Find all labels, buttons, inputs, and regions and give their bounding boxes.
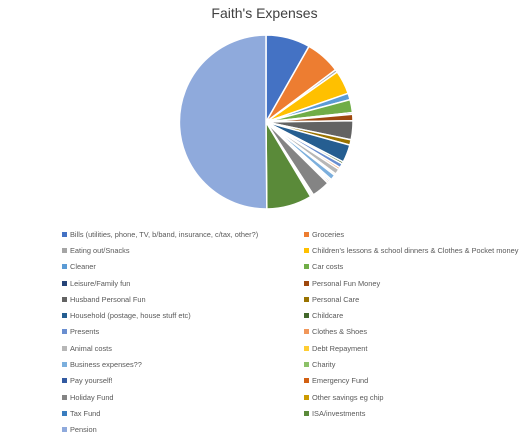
legend-label-7: Personal Fun Money [312,278,381,288]
legend-label-14: Animal costs [70,343,112,353]
legend-swatch-4 [62,264,67,270]
legend-item-24: Pension [62,422,304,438]
legend-item-18: Pay yourself! [62,373,304,389]
legend-swatch-20 [62,394,67,400]
legend-label-15: Debt Repayment [312,343,368,353]
legend-swatch-5 [304,264,309,270]
legend-swatch-24 [62,427,67,433]
legend-item-7: Personal Fun Money [304,275,528,291]
legend-label-2: Eating out/Snacks [70,245,130,255]
legend-item-19: Emergency Fund [304,373,528,389]
legend-swatch-6 [62,280,67,286]
legend-item-16: Business expenses?? [62,356,304,372]
legend-swatch-15 [304,345,309,351]
legend-label-0: Bills (utilities, phone, TV, b/band, ins… [70,229,259,239]
legend-swatch-13 [304,329,309,335]
legend-label-20: Holiday Fund [70,392,114,402]
legend-item-23: ISA/investments [304,405,528,421]
legend-item-22: Tax Fund [62,405,304,421]
legend-swatch-10 [62,313,67,319]
legend-item-0: Bills (utilities, phone, TV, b/band, ins… [62,226,304,242]
legend-label-1: Groceries [312,229,345,239]
legend-label-11: Childcare [312,311,344,321]
legend-item-17: Charity [304,356,528,372]
legend-item-14: Animal costs [62,340,304,356]
pie-chart [178,34,354,210]
legend-item-11: Childcare [304,307,528,323]
legend-item-5: Car costs [304,259,528,275]
legend-swatch-16 [62,362,67,368]
legend-swatch-17 [304,362,309,368]
legend-item-8: Husband Personal Fun [62,291,304,307]
legend-swatch-1 [304,231,309,237]
legend-swatch-11 [304,313,309,319]
legend-swatch-7 [304,280,309,286]
legend-item-15: Debt Repayment [304,340,528,356]
legend-swatch-9 [304,296,309,302]
legend-swatch-3 [304,247,309,253]
legend-label-9: Personal Care [312,294,360,304]
legend-label-22: Tax Fund [70,408,101,418]
legend-swatch-8 [62,296,67,302]
legend-item-9: Personal Care [304,291,528,307]
pie-slice-24 [178,34,268,210]
legend-label-24: Pension [70,425,97,435]
legend-item-13: Clothes & Shoes [304,324,528,340]
legend-item-6: Leisure/Family fun [62,275,304,291]
legend-swatch-19 [304,378,309,384]
legend-swatch-12 [62,329,67,335]
legend-item-12: Presents [62,324,304,340]
chart-title: Faith's Expenses [211,5,318,21]
legend-label-5: Car costs [312,262,344,272]
legend-item-1: Groceries [304,226,528,242]
legend-swatch-2 [62,247,67,253]
legend-swatch-22 [62,410,67,416]
legend-label-12: Presents [70,327,100,337]
legend-label-3: Children's lessons & school dinners & Cl… [312,245,519,255]
legend-label-17: Charity [312,360,336,370]
legend-swatch-23 [304,410,309,416]
legend-swatch-18 [62,378,67,384]
legend-label-13: Clothes & Shoes [312,327,368,337]
legend-item-2: Eating out/Snacks [62,242,304,258]
legend-label-18: Pay yourself! [70,376,113,386]
chart-legend: Bills (utilities, phone, TV, b/band, ins… [62,226,528,438]
legend-item-3: Children's lessons & school dinners & Cl… [304,242,528,258]
legend-label-23: ISA/investments [312,408,366,418]
legend-label-21: Other savings eg chip [312,392,384,402]
legend-label-4: Cleaner [70,262,96,272]
legend-label-6: Leisure/Family fun [70,278,131,288]
legend-swatch-14 [62,345,67,351]
legend-swatch-0 [62,231,67,237]
legend-item-10: Household (postage, house stuff etc) [62,307,304,323]
legend-label-19: Emergency Fund [312,376,369,386]
legend-item-4: Cleaner [62,259,304,275]
legend-item-21: Other savings eg chip [304,389,528,405]
legend-label-16: Business expenses?? [70,360,142,370]
legend-label-10: Household (postage, house stuff etc) [70,311,191,321]
legend-item-20: Holiday Fund [62,389,304,405]
legend-swatch-21 [304,394,309,400]
legend-label-8: Husband Personal Fun [70,294,146,304]
